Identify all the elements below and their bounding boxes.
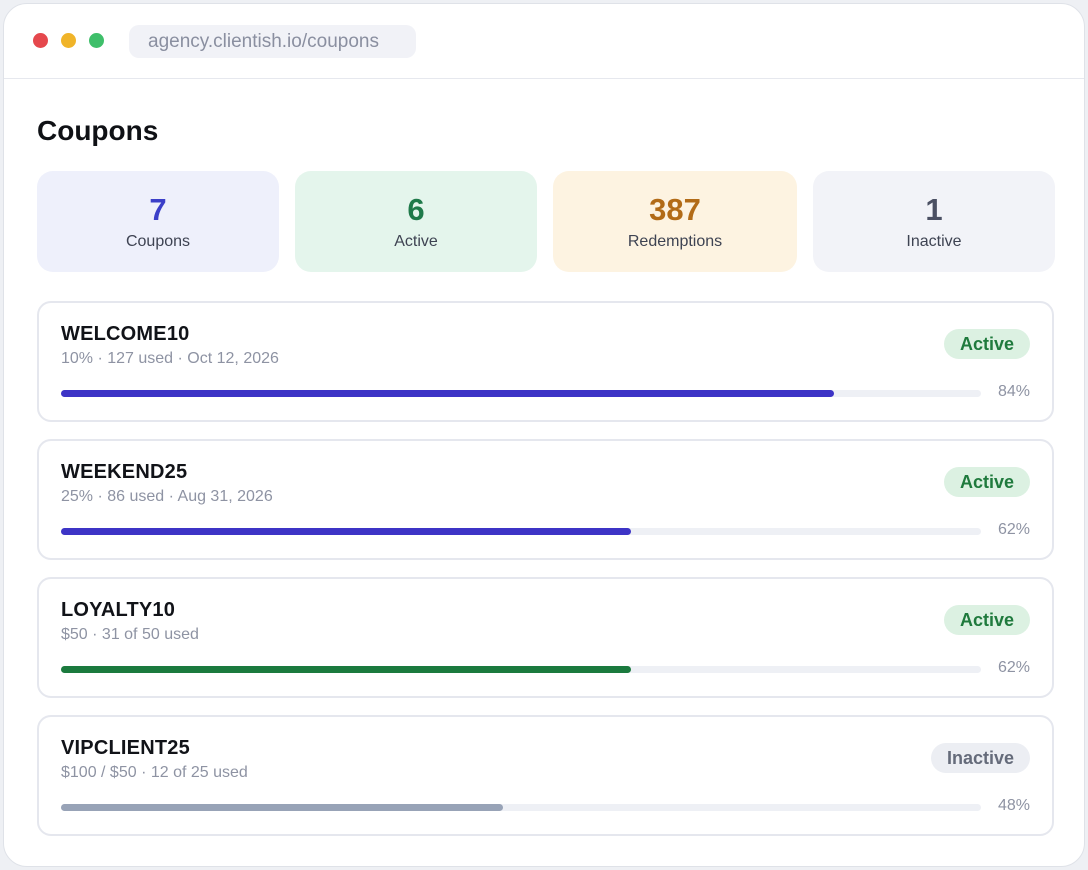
stat-card-coupons: 7 Coupons <box>37 171 279 272</box>
coupon-card-weekend25[interactable]: WEEKEND25 25% · 86 used · Aug 31, 2026 A… <box>37 439 1054 560</box>
usage-percent: 62% <box>997 521 1030 538</box>
usage-progress-track <box>61 666 981 673</box>
coupon-card-loyalty10[interactable]: LOYALTY10 $50 · 31 of 50 used Active 62% <box>37 577 1054 698</box>
stat-label: Coupons <box>125 233 191 250</box>
browser-window: agency.clientish.io/coupons Coupons 7 Co… <box>3 3 1085 867</box>
usage-percent: 84% <box>997 383 1030 400</box>
stat-card-inactive: 1 Inactive <box>813 171 1055 272</box>
coupon-code: LOYALTY10 <box>61 599 176 621</box>
stat-value: 1 <box>925 192 943 227</box>
usage-percent: 62% <box>997 659 1030 676</box>
usage-progress-fill <box>61 804 503 811</box>
address-bar[interactable]: agency.clientish.io/coupons <box>129 25 416 58</box>
stat-label: Active <box>394 233 438 250</box>
stat-label: Redemptions <box>627 233 723 250</box>
maximize-window-button[interactable] <box>89 33 104 48</box>
coupon-meta: $50 · 31 of 50 used <box>61 626 199 643</box>
coupon-code: WELCOME10 <box>61 323 190 345</box>
usage-percent: 48% <box>997 797 1030 814</box>
coupon-code: VIPCLIENT25 <box>61 737 190 759</box>
status-badge: Active <box>943 605 1030 635</box>
coupon-card-welcome10[interactable]: WELCOME10 10% · 127 used · Oct 12, 2026 … <box>37 301 1054 422</box>
usage-progress-fill <box>61 390 834 397</box>
usage-progress-fill <box>61 666 632 673</box>
coupon-code: WEEKEND25 <box>61 461 188 483</box>
title-bar: agency.clientish.io/coupons <box>4 4 1084 79</box>
stat-card-active: 6 Active <box>295 171 537 272</box>
page-title: Coupons <box>37 115 159 146</box>
stat-value: 6 <box>407 192 425 227</box>
coupon-meta: $100 / $50 · 12 of 25 used <box>61 764 248 781</box>
close-window-button[interactable] <box>33 33 48 48</box>
usage-progress-track <box>61 528 981 535</box>
coupon-card-vipclient25[interactable]: VIPCLIENT25 $100 / $50 · 12 of 25 used I… <box>37 715 1054 836</box>
stat-value: 7 <box>149 192 167 227</box>
coupon-meta: 10% · 127 used · Oct 12, 2026 <box>61 350 279 367</box>
status-badge: Active <box>943 329 1030 359</box>
stat-card-redemptions: 387 Redemptions <box>553 171 797 272</box>
stat-value: 387 <box>649 192 701 227</box>
usage-progress-track <box>61 804 981 811</box>
coupon-meta: 25% · 86 used · Aug 31, 2026 <box>61 488 273 505</box>
status-badge: Inactive <box>930 743 1030 773</box>
usage-progress-fill <box>61 528 632 535</box>
minimize-window-button[interactable] <box>61 33 76 48</box>
status-badge: Active <box>943 467 1030 497</box>
stat-label: Inactive <box>906 233 962 250</box>
usage-progress-track <box>61 390 981 397</box>
